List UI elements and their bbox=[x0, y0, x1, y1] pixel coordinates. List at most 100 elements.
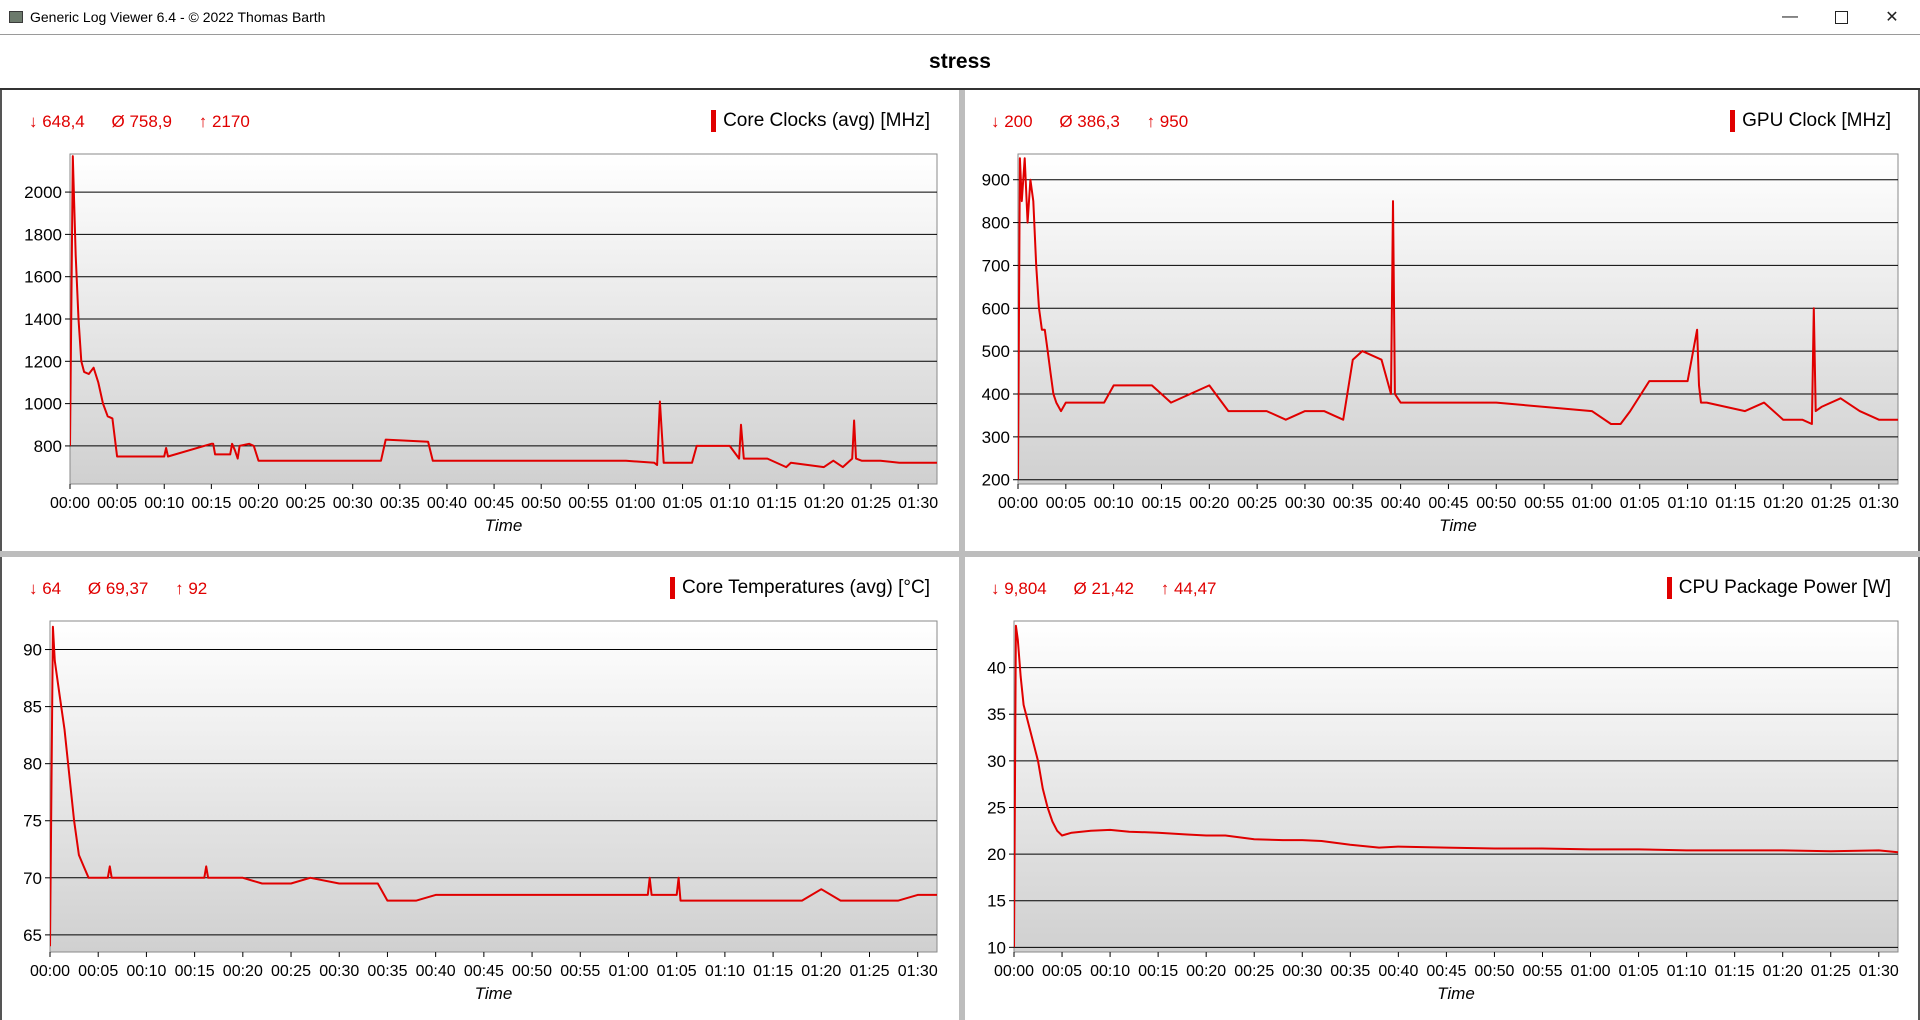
x-tick-label: 01:10 bbox=[1668, 495, 1708, 512]
chart-title: CPU Package Power [W] bbox=[1666, 577, 1891, 599]
x-axis-label: Time bbox=[1437, 984, 1475, 1003]
y-tick-label: 300 bbox=[982, 428, 1010, 447]
chart-title-text: GPU Clock [MHz] bbox=[1742, 110, 1891, 131]
log-header: stress bbox=[0, 35, 1920, 90]
chart-panel-core-temperatures[interactable]: 65 70 75 80 85 90 00:00 00:05 00:10 00:15 00:20 00:… bbox=[2, 557, 959, 1020]
x-tick-label: 00:00 bbox=[998, 495, 1038, 512]
x-tick-label: 00:40 bbox=[416, 963, 456, 980]
x-tick-label: 01:15 bbox=[757, 495, 797, 512]
stat-max: ↑ 2170 bbox=[198, 112, 250, 131]
x-tick-label: 00:55 bbox=[560, 963, 600, 980]
x-tick-label: 00:05 bbox=[78, 963, 118, 980]
chart-panel-core-clocks[interactable]: 800 1000 1200 1400 1600 1800 2000 00:00 00:05 00:… bbox=[2, 90, 959, 551]
y-tick-label: 400 bbox=[982, 385, 1010, 404]
chart-panel-cpu-package-power[interactable]: 10 15 20 25 30 35 40 00:00 00:05 00:10 00:15 00:20 0… bbox=[965, 557, 1918, 1020]
x-tick-label: 00:25 bbox=[1237, 495, 1277, 512]
y-tick-label: 35 bbox=[987, 705, 1006, 724]
y-tick-label: 30 bbox=[987, 752, 1006, 771]
x-tick-label: 00:55 bbox=[568, 495, 608, 512]
x-axis-label: Time bbox=[1439, 516, 1477, 535]
stat-min: ↓ 9,804 bbox=[991, 579, 1047, 598]
chart-svg: 10 15 20 25 30 35 40 00:00 00:05 00:10 00:15 00:20 0… bbox=[987, 620, 1899, 1003]
minimize-button[interactable]: — bbox=[1767, 0, 1813, 34]
chart-svg: 200 300 400 500 600 700 800 900 00:00 00:05 00:10 0… bbox=[982, 153, 1899, 535]
stat-max: ↑ 92 bbox=[175, 579, 208, 598]
x-tick-label: 00:15 bbox=[175, 963, 215, 980]
y-tick-label: 65 bbox=[23, 926, 42, 945]
y-tick-label: 1600 bbox=[24, 268, 62, 287]
x-tick-label: 00:25 bbox=[1234, 963, 1274, 980]
x-tick-label: 01:30 bbox=[1859, 963, 1899, 980]
x-tick-label: 00:40 bbox=[427, 495, 467, 512]
x-tick-label: 00:00 bbox=[30, 963, 70, 980]
y-tick-label: 2000 bbox=[24, 183, 62, 202]
x-tick-label: 01:05 bbox=[1619, 963, 1659, 980]
chart-panel-gpu-clock[interactable]: 200 300 400 500 600 700 800 900 00:00 00:05 00:10 0… bbox=[965, 90, 1918, 551]
stats-row: ↓ 648,4 Ø 758,9 ↑ 2170 bbox=[29, 112, 272, 132]
legend-swatch bbox=[1730, 110, 1736, 132]
stat-max: ↑ 950 bbox=[1146, 112, 1189, 131]
stat-avg: Ø 21,42 bbox=[1073, 579, 1135, 598]
y-tick-label: 80 bbox=[23, 755, 42, 774]
x-tick-label: 00:40 bbox=[1378, 963, 1418, 980]
stat-avg: Ø 758,9 bbox=[111, 112, 173, 131]
y-tick-label: 1200 bbox=[24, 352, 62, 371]
plot-area bbox=[1013, 620, 1899, 953]
x-tick-label: 00:20 bbox=[223, 963, 263, 980]
title-bar: Generic Log Viewer 6.4 - © 2022 Thomas B… bbox=[0, 0, 1920, 35]
x-axis-label: Time bbox=[485, 516, 523, 535]
chart-title: Core Temperatures (avg) [°C] bbox=[669, 577, 930, 599]
y-tick-label: 800 bbox=[982, 214, 1010, 233]
chart-title-text: Core Clocks (avg) [MHz] bbox=[723, 110, 930, 131]
x-tick-label: 00:35 bbox=[1333, 495, 1373, 512]
y-tick-label: 1000 bbox=[24, 395, 62, 414]
y-tick-label: 800 bbox=[34, 437, 62, 456]
x-tick-label: 00:00 bbox=[994, 963, 1034, 980]
x-tick-label: 00:50 bbox=[1476, 495, 1516, 512]
x-tick-label: 00:10 bbox=[1090, 963, 1130, 980]
x-tick-label: 00:20 bbox=[1189, 495, 1229, 512]
x-tick-label: 01:25 bbox=[851, 495, 891, 512]
x-tick-label: 01:05 bbox=[657, 963, 697, 980]
x-tick-label: 00:25 bbox=[271, 963, 311, 980]
x-tick-label: 00:45 bbox=[1426, 963, 1466, 980]
y-tick-label: 200 bbox=[982, 471, 1010, 490]
panel-divider-horizontal[interactable] bbox=[0, 551, 1920, 557]
chart-title: Core Clocks (avg) [MHz] bbox=[711, 110, 930, 132]
x-tick-label: 01:25 bbox=[1811, 963, 1851, 980]
x-tick-label: 00:00 bbox=[50, 495, 90, 512]
x-tick-label: 00:30 bbox=[319, 963, 359, 980]
app-icon bbox=[9, 11, 23, 23]
maximize-button[interactable] bbox=[1818, 0, 1864, 34]
legend-swatch bbox=[1666, 577, 1672, 599]
series-line bbox=[1018, 157, 1898, 480]
x-axis-label: Time bbox=[475, 984, 513, 1003]
log-title: stress bbox=[929, 49, 991, 73]
x-tick-label: 00:20 bbox=[238, 495, 278, 512]
y-tick-label: 500 bbox=[982, 342, 1010, 361]
chart-title-text: CPU Package Power [W] bbox=[1678, 577, 1891, 598]
x-tick-label: 00:05 bbox=[1046, 495, 1086, 512]
x-tick-label: 00:40 bbox=[1381, 495, 1421, 512]
stats-row: ↓ 200 Ø 386,3 ↑ 950 bbox=[991, 112, 1210, 132]
x-tick-label: 00:10 bbox=[126, 963, 166, 980]
x-tick-label: 01:20 bbox=[1763, 963, 1803, 980]
x-tick-label: 01:20 bbox=[804, 495, 844, 512]
y-tick-label: 15 bbox=[987, 892, 1006, 911]
stats-row: ↓ 64 Ø 69,37 ↑ 92 bbox=[29, 579, 229, 599]
y-tick-label: 600 bbox=[982, 299, 1010, 318]
x-tick-label: 00:20 bbox=[1186, 963, 1226, 980]
close-button[interactable]: ✕ bbox=[1869, 0, 1915, 34]
stat-max: ↑ 44,47 bbox=[1160, 579, 1217, 598]
x-tick-label: 01:05 bbox=[1620, 495, 1660, 512]
stat-min: ↓ 200 bbox=[991, 112, 1033, 131]
x-tick-label: 00:50 bbox=[512, 963, 552, 980]
y-tick-label: 20 bbox=[987, 845, 1006, 864]
x-tick-label: 01:00 bbox=[1570, 963, 1610, 980]
x-tick-label: 00:45 bbox=[474, 495, 514, 512]
stat-avg: Ø 69,37 bbox=[87, 579, 149, 598]
x-tick-label: 00:15 bbox=[191, 495, 231, 512]
x-tick-label: 00:55 bbox=[1522, 963, 1562, 980]
x-tick-label: 00:50 bbox=[1474, 963, 1514, 980]
x-tick-label: 01:20 bbox=[1763, 495, 1803, 512]
